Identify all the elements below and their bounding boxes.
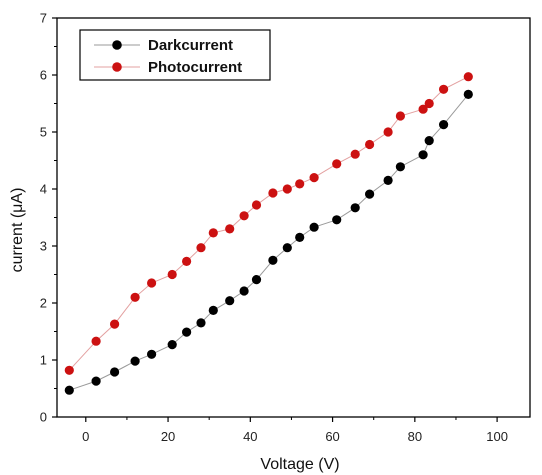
data-point-photocurrent	[418, 104, 428, 114]
data-point-photocurrent	[147, 278, 157, 288]
data-point-photocurrent	[208, 228, 218, 238]
data-point-darkcurrent	[182, 327, 192, 337]
legend-box	[79, 29, 271, 81]
data-point-darkcurrent	[251, 275, 262, 285]
series-line-darkcurrent	[69, 94, 469, 391]
data-point-darkcurrent	[130, 356, 140, 366]
y-tick-label: 3	[40, 239, 47, 254]
legend: Darkcurrent Photocurrent	[79, 29, 271, 81]
data-point-darkcurrent	[110, 367, 120, 377]
x-tick-label: 80	[408, 429, 422, 444]
data-point-darkcurrent	[424, 136, 434, 146]
data-point-photocurrent	[225, 224, 235, 234]
legend-label-photocurrent: Photocurrent	[148, 59, 242, 76]
data-point-photocurrent	[395, 111, 405, 121]
x-tick-label: 0	[82, 429, 89, 444]
x-tick-label: 20	[161, 429, 175, 444]
data-point-darkcurrent	[239, 286, 249, 296]
data-point-photocurrent	[282, 184, 292, 194]
data-point-darkcurrent	[196, 318, 206, 328]
data-point-photocurrent	[110, 319, 120, 329]
data-point-photocurrent	[332, 159, 342, 169]
x-tick-label: 40	[243, 429, 257, 444]
x-axis-title: Voltage (V)	[260, 456, 339, 473]
data-point-photocurrent	[196, 243, 206, 253]
y-tick-label: 4	[40, 182, 47, 197]
data-point-darkcurrent	[282, 243, 292, 253]
legend-item-photocurrent: Photocurrent	[94, 59, 242, 76]
data-point-photocurrent	[295, 179, 305, 189]
data-point-darkcurrent	[350, 203, 360, 213]
data-point-photocurrent	[309, 173, 319, 183]
data-point-darkcurrent	[418, 150, 428, 160]
data-point-darkcurrent	[295, 232, 305, 242]
legend-item-darkcurrent: Darkcurrent	[94, 37, 233, 54]
series-darkcurrent	[64, 89, 473, 395]
data-point-photocurrent	[268, 188, 278, 198]
y-tick-label: 7	[40, 11, 47, 26]
y-axis-title: current (μA)	[9, 188, 26, 273]
data-point-photocurrent	[64, 365, 74, 375]
y-tick-label: 0	[40, 410, 47, 425]
data-point-darkcurrent	[64, 385, 74, 395]
y-axis: 0 1 2 3 4 5 6 7	[40, 11, 57, 425]
data-point-darkcurrent	[439, 120, 449, 130]
data-point-photocurrent	[91, 336, 101, 346]
data-point-darkcurrent	[167, 340, 177, 350]
data-point-darkcurrent	[383, 175, 393, 185]
data-point-photocurrent	[167, 269, 177, 280]
data-point-photocurrent	[350, 149, 360, 159]
data-point-darkcurrent	[225, 296, 235, 306]
data-point-darkcurrent	[91, 376, 101, 386]
data-point-darkcurrent	[395, 162, 405, 172]
x-tick-label: 60	[325, 429, 339, 444]
data-point-photocurrent	[463, 72, 473, 82]
data-point-darkcurrent	[208, 305, 218, 315]
data-point-photocurrent	[182, 256, 192, 266]
y-tick-label: 6	[40, 68, 47, 83]
y-tick-label: 5	[40, 125, 47, 140]
series-line-photocurrent	[68, 76, 469, 371]
data-point-photocurrent	[439, 84, 449, 94]
x-axis: 0 20 40 60 80 100	[82, 417, 508, 444]
y-tick-label: 2	[40, 296, 47, 311]
data-point-photocurrent	[424, 98, 434, 109]
data-point-photocurrent	[365, 139, 375, 150]
data-point-darkcurrent	[268, 255, 278, 265]
data-point-darkcurrent	[147, 349, 157, 359]
y-tick-label: 1	[40, 353, 47, 368]
data-point-darkcurrent	[332, 215, 342, 225]
series-layer	[64, 72, 473, 395]
data-point-photocurrent	[251, 200, 262, 210]
legend-label-darkcurrent: Darkcurrent	[148, 37, 233, 54]
data-point-darkcurrent	[309, 222, 319, 232]
data-point-photocurrent	[383, 127, 393, 137]
data-point-darkcurrent	[463, 89, 473, 99]
data-point-photocurrent	[239, 211, 249, 221]
x-tick-label: 100	[486, 429, 508, 444]
series-photocurrent	[64, 72, 473, 375]
legend-marker-photocurrent	[112, 62, 122, 72]
data-point-photocurrent	[130, 292, 140, 302]
legend-marker-darkcurrent	[112, 40, 122, 50]
data-point-darkcurrent	[365, 189, 375, 199]
